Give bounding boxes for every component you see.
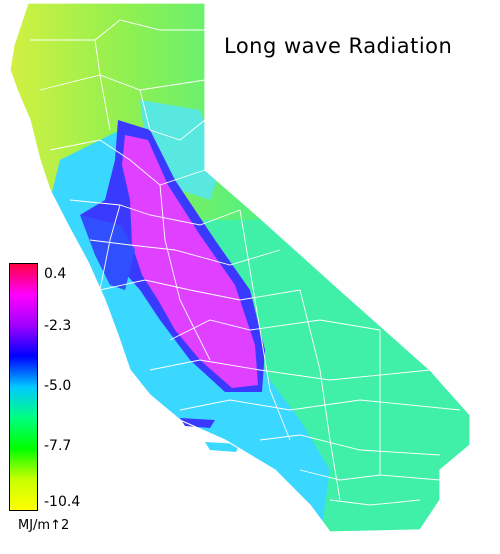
legend-tick-label: -7.7 <box>44 438 72 454</box>
legend-tick-label: -10.4 <box>44 494 81 510</box>
county-lines <box>30 19 461 506</box>
valley-core-magenta <box>122 135 258 388</box>
legend-tick-label: 0.4 <box>44 266 67 282</box>
color-legend-bar <box>9 263 38 511</box>
channel-island <box>180 418 215 428</box>
legend-tick-label: -5.0 <box>44 378 72 394</box>
legend-tick-label: -2.3 <box>44 318 72 334</box>
state-border <box>9 2 471 533</box>
map-title: Long wave Radiation <box>224 34 453 58</box>
legend-units: MJ/m↑2 <box>18 518 70 533</box>
channel-island <box>205 442 240 452</box>
